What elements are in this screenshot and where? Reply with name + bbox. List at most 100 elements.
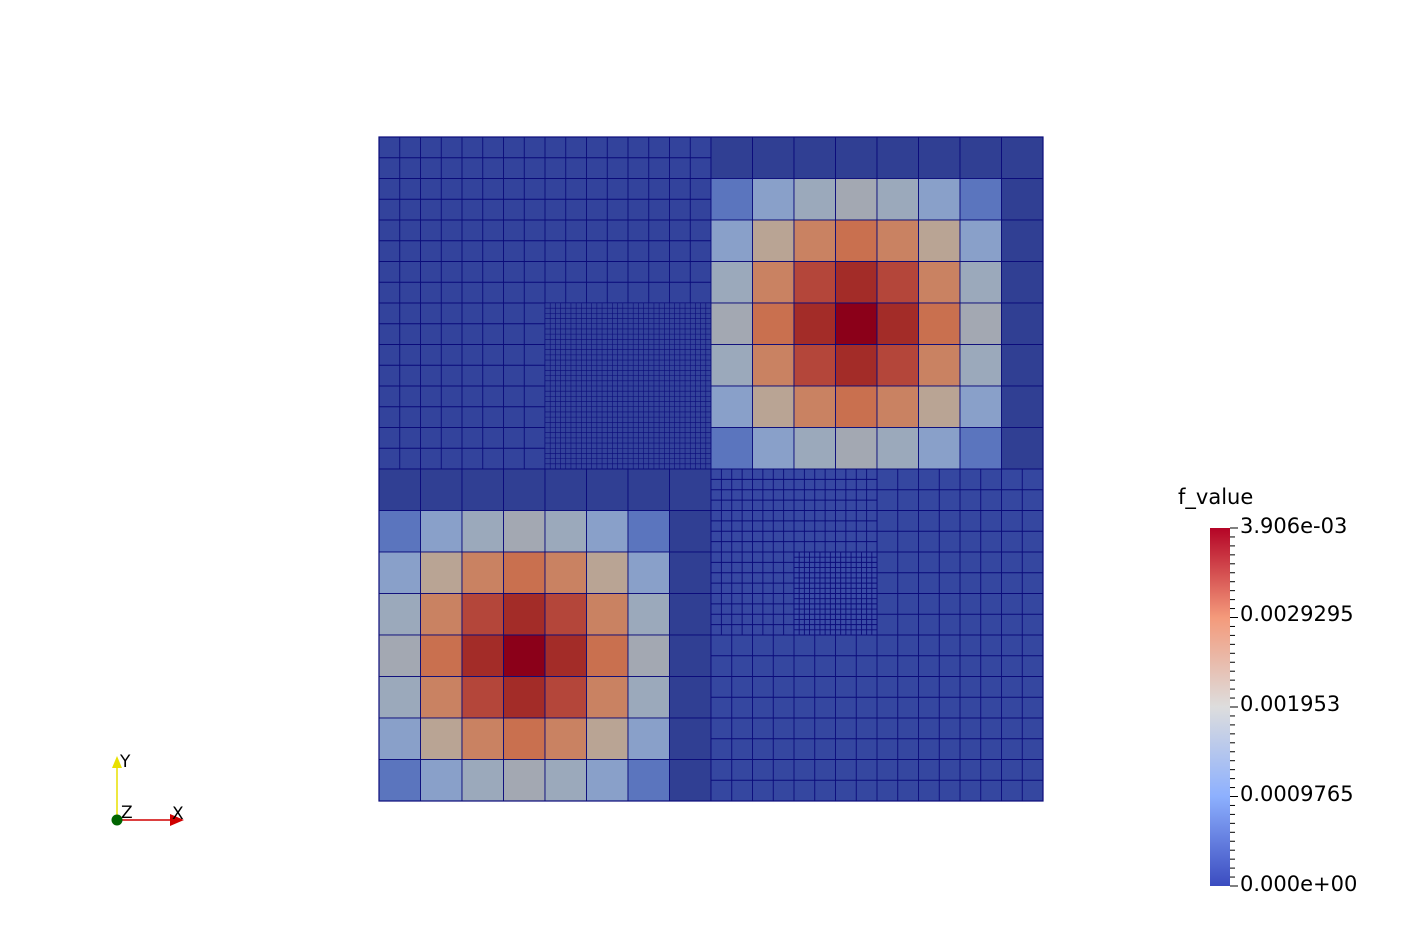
mesh-cell: [503, 634, 546, 677]
mesh-cell: [669, 593, 712, 636]
mesh-cell: [959, 344, 1002, 387]
mesh-cell: [378, 634, 421, 677]
mesh-cell: [752, 427, 795, 470]
y-axis-label: Y: [119, 752, 131, 772]
mesh-cell: [586, 510, 629, 553]
mesh-cell: [876, 178, 919, 221]
mesh-cell: [710, 385, 753, 428]
mesh-cell: [586, 468, 629, 511]
mesh-cell: [586, 551, 629, 594]
mesh-cell: [876, 385, 919, 428]
mesh-cell: [793, 302, 836, 345]
mesh-cell: [461, 759, 504, 802]
mesh-cell: [420, 759, 463, 802]
mesh-cell: [835, 261, 878, 304]
mesh-cell: [461, 717, 504, 760]
color-bar-ticks: [1230, 527, 1238, 887]
mesh-cell: [378, 717, 421, 760]
mesh-cell: [503, 551, 546, 594]
mesh-cell: [793, 136, 836, 179]
mesh-cell: [544, 676, 587, 719]
mesh-cell: [1001, 302, 1044, 345]
mesh-cell: [835, 427, 878, 470]
mesh-cell: [544, 634, 587, 677]
mesh-cell: [544, 551, 587, 594]
mesh-cell: [461, 551, 504, 594]
mesh-cell: [793, 178, 836, 221]
mesh-cell: [918, 261, 961, 304]
mesh-cell: [1001, 219, 1044, 262]
mesh-lines: [793, 551, 878, 636]
mesh-cell: [876, 302, 919, 345]
mesh-cell: [586, 717, 629, 760]
mesh-cell: [835, 344, 878, 387]
mesh-cell: [503, 759, 546, 802]
mesh-cell: [544, 468, 587, 511]
mesh-cell: [503, 510, 546, 553]
mesh-cell: [710, 261, 753, 304]
mesh-cell: [627, 510, 670, 553]
mesh-cell: [793, 261, 836, 304]
mesh-cell: [918, 178, 961, 221]
mesh-cell: [1001, 261, 1044, 304]
mesh-cell: [627, 634, 670, 677]
mesh-cell: [752, 302, 795, 345]
mesh-cell: [752, 219, 795, 262]
mesh-cell: [378, 676, 421, 719]
mesh-cell: [793, 385, 836, 428]
mesh-cell: [503, 468, 546, 511]
mesh-cell: [627, 468, 670, 511]
mesh-cell: [627, 717, 670, 760]
mesh-cell: [835, 219, 878, 262]
mesh-cell: [710, 344, 753, 387]
mesh-cell: [586, 593, 629, 636]
mesh-cell: [752, 344, 795, 387]
mesh-cell: [669, 634, 712, 677]
mesh-cell: [378, 551, 421, 594]
mesh-cell: [544, 759, 587, 802]
mesh-cell: [835, 178, 878, 221]
mesh-cell: [378, 510, 421, 553]
color-bar-title: f_value: [1178, 485, 1253, 510]
color-bar: [1210, 528, 1230, 886]
mesh-cell: [378, 759, 421, 802]
mesh-cell: [918, 344, 961, 387]
mesh-cell: [627, 676, 670, 719]
mesh-cell: [669, 551, 712, 594]
mesh-cell: [876, 219, 919, 262]
mesh-cell: [503, 717, 546, 760]
mesh-cell: [461, 676, 504, 719]
mesh-cell: [461, 593, 504, 636]
color-bar-label: 0.0029295: [1240, 602, 1354, 626]
mesh-cell: [1001, 136, 1044, 179]
mesh-cell: [918, 219, 961, 262]
mesh-cell: [461, 634, 504, 677]
mesh-cell: [669, 510, 712, 553]
mesh-cell: [627, 759, 670, 802]
mesh-cell: [586, 759, 629, 802]
mesh-cell: [669, 759, 712, 802]
mesh-cell: [420, 676, 463, 719]
mesh-cell: [752, 178, 795, 221]
mesh-cell: [876, 427, 919, 470]
mesh-cell: [918, 427, 961, 470]
mesh-cell: [627, 551, 670, 594]
mesh-cell: [710, 302, 753, 345]
mesh-cell: [669, 468, 712, 511]
mesh-cell: [1001, 344, 1044, 387]
mesh-cell: [544, 593, 587, 636]
mesh-cell: [793, 219, 836, 262]
mesh-cell: [876, 261, 919, 304]
z-axis-label: Z: [121, 803, 133, 823]
y-axis-arrow: [112, 756, 122, 768]
mesh-border: [378, 136, 1044, 802]
axes-triad: Y X Z: [111, 752, 184, 826]
mesh-cell: [586, 634, 629, 677]
mesh-cell: [959, 219, 1002, 262]
mesh-cell: [586, 676, 629, 719]
mesh-cell: [378, 468, 421, 511]
mesh-cell: [918, 385, 961, 428]
x-axis-label: X: [172, 804, 184, 824]
